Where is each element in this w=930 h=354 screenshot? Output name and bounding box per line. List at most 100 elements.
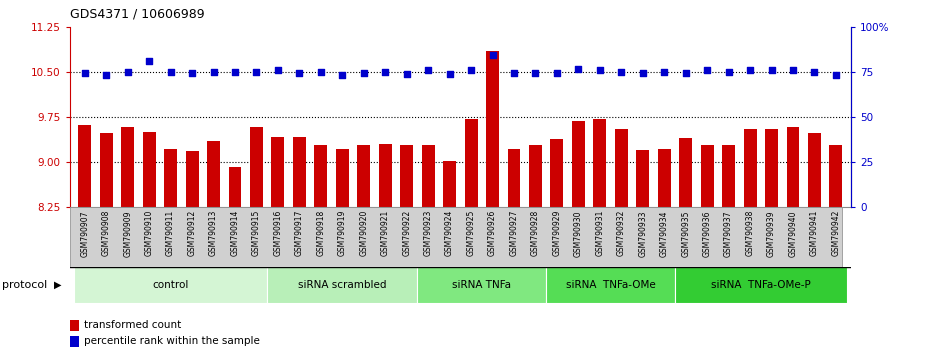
Text: GSM790914: GSM790914 <box>231 210 240 257</box>
Bar <box>765 129 778 207</box>
Bar <box>636 150 649 207</box>
Text: siRNA  TNFa-OMe-P: siRNA TNFa-OMe-P <box>711 280 811 290</box>
Bar <box>551 139 564 207</box>
Point <box>571 67 586 72</box>
Bar <box>142 132 155 207</box>
Point <box>635 70 650 76</box>
Text: GSM790911: GSM790911 <box>166 210 175 256</box>
Bar <box>272 137 285 207</box>
Point <box>442 71 457 77</box>
Text: GSM790923: GSM790923 <box>424 210 432 257</box>
Bar <box>808 133 821 207</box>
Bar <box>336 149 349 207</box>
Text: GSM790908: GSM790908 <box>101 210 111 257</box>
Bar <box>207 141 220 207</box>
Text: GSM790926: GSM790926 <box>488 210 497 257</box>
Bar <box>679 138 692 207</box>
Text: GSM790924: GSM790924 <box>445 210 454 257</box>
Point <box>528 70 543 76</box>
Bar <box>70 320 79 331</box>
Bar <box>418 267 546 303</box>
Bar <box>593 119 606 207</box>
Text: ▶: ▶ <box>54 280 61 290</box>
Bar <box>787 127 800 207</box>
Point <box>271 68 286 73</box>
Point <box>228 69 243 75</box>
Bar <box>250 127 263 207</box>
Point <box>292 70 307 76</box>
Text: siRNA  TNFa-OMe: siRNA TNFa-OMe <box>565 280 656 290</box>
Text: GSM790917: GSM790917 <box>295 210 304 257</box>
Text: GSM790939: GSM790939 <box>767 210 776 257</box>
Text: GSM790910: GSM790910 <box>145 210 153 257</box>
Point <box>120 69 135 75</box>
Point <box>657 69 671 75</box>
Bar <box>572 121 585 207</box>
Point <box>399 71 414 77</box>
Bar <box>529 145 542 207</box>
Point <box>378 69 392 75</box>
Bar <box>830 145 843 207</box>
Bar <box>465 119 477 207</box>
Bar <box>675 267 846 303</box>
Bar <box>314 145 327 207</box>
Bar <box>486 51 499 207</box>
Text: GSM790913: GSM790913 <box>209 210 218 257</box>
Point <box>678 70 693 76</box>
Bar <box>78 125 91 207</box>
Text: GSM790915: GSM790915 <box>252 210 261 257</box>
Bar <box>615 129 628 207</box>
Point <box>507 70 522 76</box>
Bar <box>444 161 456 207</box>
Text: GSM790935: GSM790935 <box>681 210 690 257</box>
Text: GSM790937: GSM790937 <box>724 210 733 257</box>
Text: GSM790912: GSM790912 <box>188 210 196 256</box>
Text: siRNA scrambled: siRNA scrambled <box>298 280 387 290</box>
Point <box>335 72 350 78</box>
Bar <box>700 145 713 207</box>
Text: GSM790922: GSM790922 <box>402 210 411 256</box>
Text: GSM790931: GSM790931 <box>595 210 604 257</box>
Text: GDS4371 / 10606989: GDS4371 / 10606989 <box>70 7 205 20</box>
Point <box>699 68 714 73</box>
Bar <box>400 145 413 207</box>
Point <box>206 69 221 75</box>
Bar <box>421 145 434 207</box>
Text: GSM790920: GSM790920 <box>359 210 368 257</box>
Bar <box>74 267 267 303</box>
Point <box>249 69 264 75</box>
Bar <box>100 133 113 207</box>
Text: GSM790930: GSM790930 <box>574 210 583 257</box>
Text: GSM790932: GSM790932 <box>617 210 626 257</box>
Point <box>420 68 435 73</box>
Text: GSM790938: GSM790938 <box>746 210 754 257</box>
Bar <box>267 267 418 303</box>
Text: GSM790940: GSM790940 <box>789 210 798 257</box>
Text: GSM790925: GSM790925 <box>467 210 475 257</box>
Bar <box>229 167 242 207</box>
Text: GSM790909: GSM790909 <box>123 210 132 257</box>
Point <box>99 72 113 78</box>
Point <box>550 70 565 76</box>
Point <box>141 58 156 64</box>
Text: percentile rank within the sample: percentile rank within the sample <box>84 336 259 346</box>
Point <box>485 52 500 58</box>
Text: GSM790933: GSM790933 <box>638 210 647 257</box>
Text: GSM790921: GSM790921 <box>380 210 390 256</box>
Bar <box>165 149 177 207</box>
Text: GSM790942: GSM790942 <box>831 210 841 257</box>
Point <box>614 69 629 75</box>
Bar <box>508 149 521 207</box>
Bar <box>658 149 671 207</box>
Text: protocol: protocol <box>2 280 47 290</box>
Bar <box>546 267 675 303</box>
Bar <box>293 137 306 207</box>
Text: GSM790928: GSM790928 <box>531 210 540 256</box>
Bar <box>744 129 756 207</box>
Bar <box>121 127 134 207</box>
Bar <box>70 336 79 347</box>
Text: transformed count: transformed count <box>84 320 181 330</box>
Text: GSM790919: GSM790919 <box>338 210 347 257</box>
Text: GSM790929: GSM790929 <box>552 210 562 257</box>
Point <box>743 68 758 73</box>
